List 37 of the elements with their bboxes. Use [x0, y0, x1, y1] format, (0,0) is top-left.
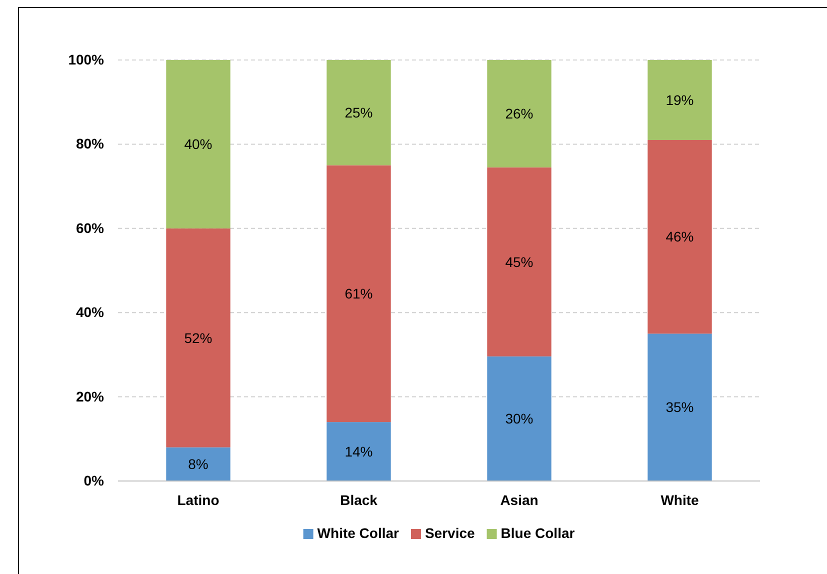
legend-label: Blue Collar	[500, 525, 576, 541]
data-label: 40%	[184, 136, 212, 152]
bar	[166, 447, 230, 481]
bar	[326, 165, 391, 422]
bar	[326, 422, 391, 481]
data-label: 61%	[344, 286, 373, 302]
data-label: 35%	[666, 399, 694, 416]
y-tick-label: 40%	[76, 304, 105, 320]
x-tick-label: White	[660, 492, 700, 508]
x-tick-label: Black	[340, 492, 378, 508]
data-label: 45%	[505, 254, 534, 270]
bar	[326, 60, 391, 166]
data-label: 30%	[505, 410, 534, 427]
bar	[487, 356, 552, 481]
y-tick-label: 0%	[84, 472, 105, 488]
bar	[487, 167, 552, 356]
y-tick-label: 60%	[76, 220, 105, 236]
data-label: 8%	[188, 456, 208, 472]
bar	[166, 228, 230, 448]
data-label: 52%	[184, 330, 212, 346]
x-tick-label: Latino	[177, 492, 220, 508]
y-tick-label: 100%	[68, 51, 105, 68]
data-label: 25%	[344, 104, 373, 121]
y-tick-label: 80%	[76, 136, 105, 152]
bar	[487, 60, 552, 168]
y-tick-label: 20%	[76, 388, 105, 404]
data-label: 14%	[344, 443, 373, 460]
legend-label: White Collar	[317, 525, 400, 541]
data-label: 26%	[505, 106, 534, 122]
bar	[648, 334, 712, 481]
bar	[648, 60, 712, 140]
legend-label: Service	[424, 525, 476, 541]
x-tick-label: Asian	[500, 492, 538, 508]
bar	[166, 60, 230, 228]
data-label: 46%	[666, 228, 694, 245]
bar	[648, 140, 712, 334]
data-label: 19%	[666, 92, 694, 108]
